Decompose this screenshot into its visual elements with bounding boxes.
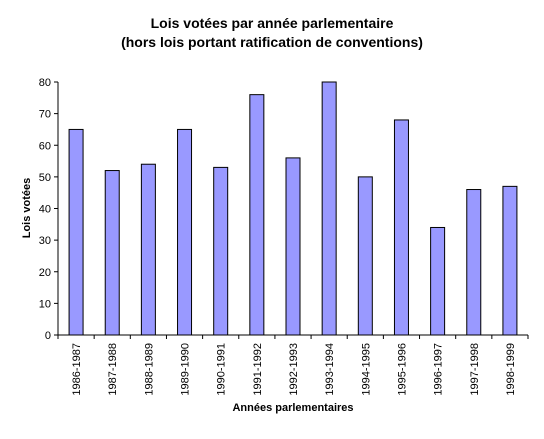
bar <box>68 128 84 336</box>
x-tick-label: 1997-1998 <box>469 343 481 396</box>
bar <box>430 226 446 336</box>
y-tick-label: 80 <box>39 77 51 89</box>
bar <box>357 176 373 336</box>
bar <box>502 185 518 336</box>
x-tick-label: 1996-1997 <box>433 343 445 396</box>
y-tick-label: 20 <box>39 267 51 279</box>
bar <box>213 166 229 336</box>
bar <box>104 170 120 336</box>
x-axis-label: Années parlementaires <box>232 402 353 414</box>
x-tick-label: 1988-1989 <box>143 343 155 396</box>
bar <box>177 128 193 336</box>
y-tick-label: 0 <box>45 330 51 342</box>
bar <box>249 94 265 336</box>
y-tick-label: 60 <box>39 140 51 152</box>
y-tick-label: 30 <box>39 235 51 247</box>
bar <box>393 119 409 336</box>
bar <box>285 157 301 336</box>
x-tick-label: 1998-1999 <box>505 343 517 396</box>
x-tick-label: 1989-1990 <box>180 343 192 396</box>
x-tick-label: 1992-1993 <box>288 343 300 396</box>
x-tick-label: 1994-1995 <box>360 343 372 396</box>
x-tick-label: 1990-1991 <box>216 343 228 396</box>
chart-title: Lois votées par année parlementaire <box>151 15 394 31</box>
y-tick-label: 10 <box>39 298 51 310</box>
y-axis-label: Lois votées <box>21 178 33 239</box>
x-tick-label: 1991-1992 <box>252 343 264 396</box>
x-tick-label: 1995-1996 <box>396 343 408 396</box>
y-tick-label: 40 <box>39 204 51 216</box>
chart-subtitle: (hors lois portant ratification de conve… <box>121 34 423 50</box>
y-tick-label: 70 <box>39 109 51 121</box>
bar <box>321 81 337 336</box>
plot-area: 0 10 20 30 40 50 60 70 80 1986-1987 1987-1988 1988-… <box>39 77 529 396</box>
bar <box>466 189 482 336</box>
x-tick-label: 1986-1987 <box>71 343 83 396</box>
y-tick-label: 50 <box>39 172 51 184</box>
x-tick-label: 1993-1994 <box>324 343 336 396</box>
bar <box>140 163 156 336</box>
x-tick-label: 1987-1988 <box>107 343 119 396</box>
